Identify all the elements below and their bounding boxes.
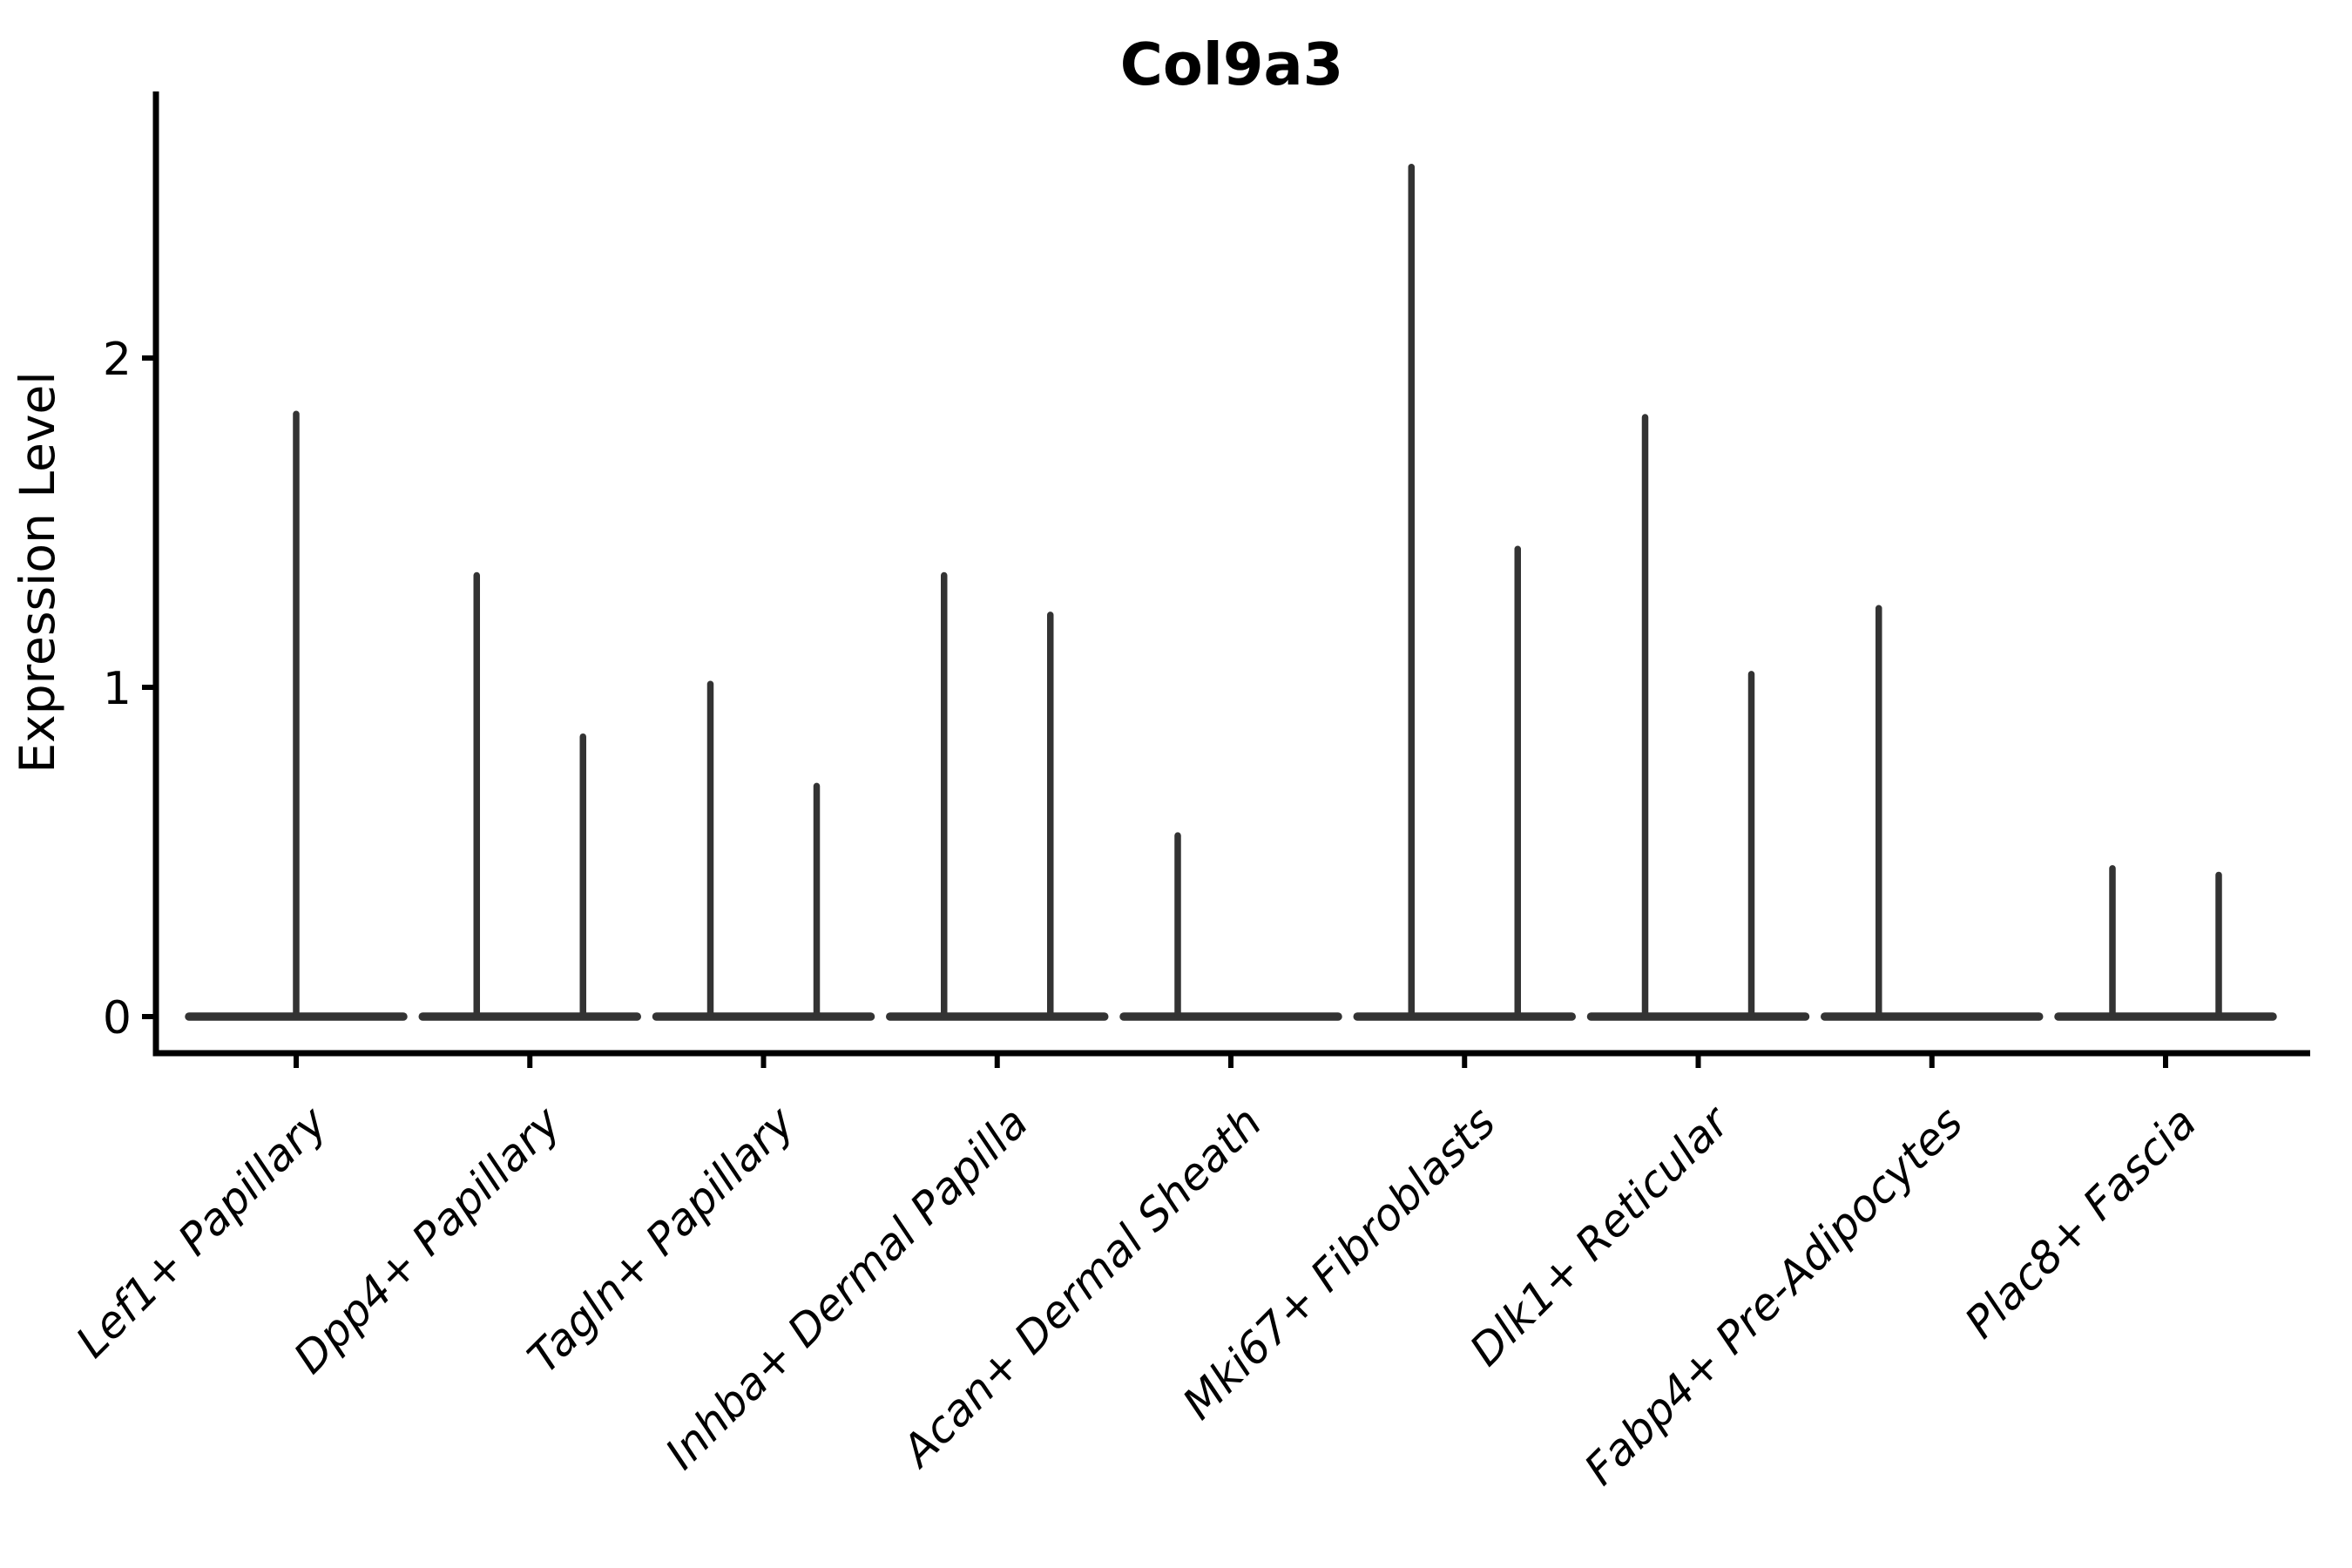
- x-tick-label: Lef1+ Papillary: [66, 1096, 337, 1367]
- x-tick-label: Fabp4+ Pre-Adipocytes: [1575, 1097, 1973, 1495]
- y-tick-label: 2: [103, 334, 132, 386]
- x-tick-label: Dlk1+ Reticular: [1460, 1095, 1740, 1375]
- y-axis-label: Expression Level: [10, 371, 65, 773]
- x-tick-label: Plac8+ Fascia: [1956, 1097, 2207, 1348]
- plot-title: Col9a3: [1120, 30, 1344, 98]
- y-tick-label: 0: [103, 992, 132, 1044]
- y-tick-label: 1: [103, 663, 132, 715]
